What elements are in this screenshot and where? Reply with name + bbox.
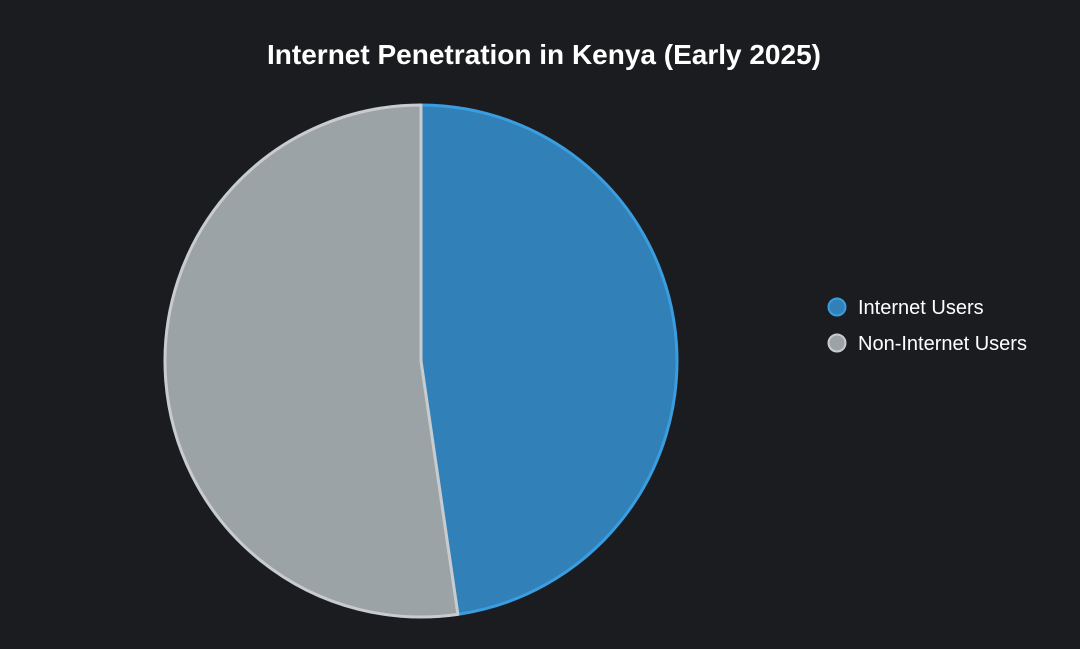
legend-label: Non-Internet Users [858, 333, 1027, 355]
legend-item[interactable]: Non-Internet Users [827, 333, 1027, 355]
pie-slices [163, 103, 679, 619]
pie-slice-internet-users[interactable] [419, 103, 679, 616]
chart-title: Internet Penetration in Kenya (Early 202… [267, 39, 821, 70]
legend-label: Internet Users [858, 297, 984, 319]
legend-swatch [827, 333, 847, 353]
legend-item[interactable]: Internet Users [827, 297, 984, 319]
pie-slice-non-internet-users[interactable] [163, 103, 460, 619]
legend: Internet Users Non-Internet Users [827, 297, 1027, 355]
legend-swatch [827, 297, 847, 317]
